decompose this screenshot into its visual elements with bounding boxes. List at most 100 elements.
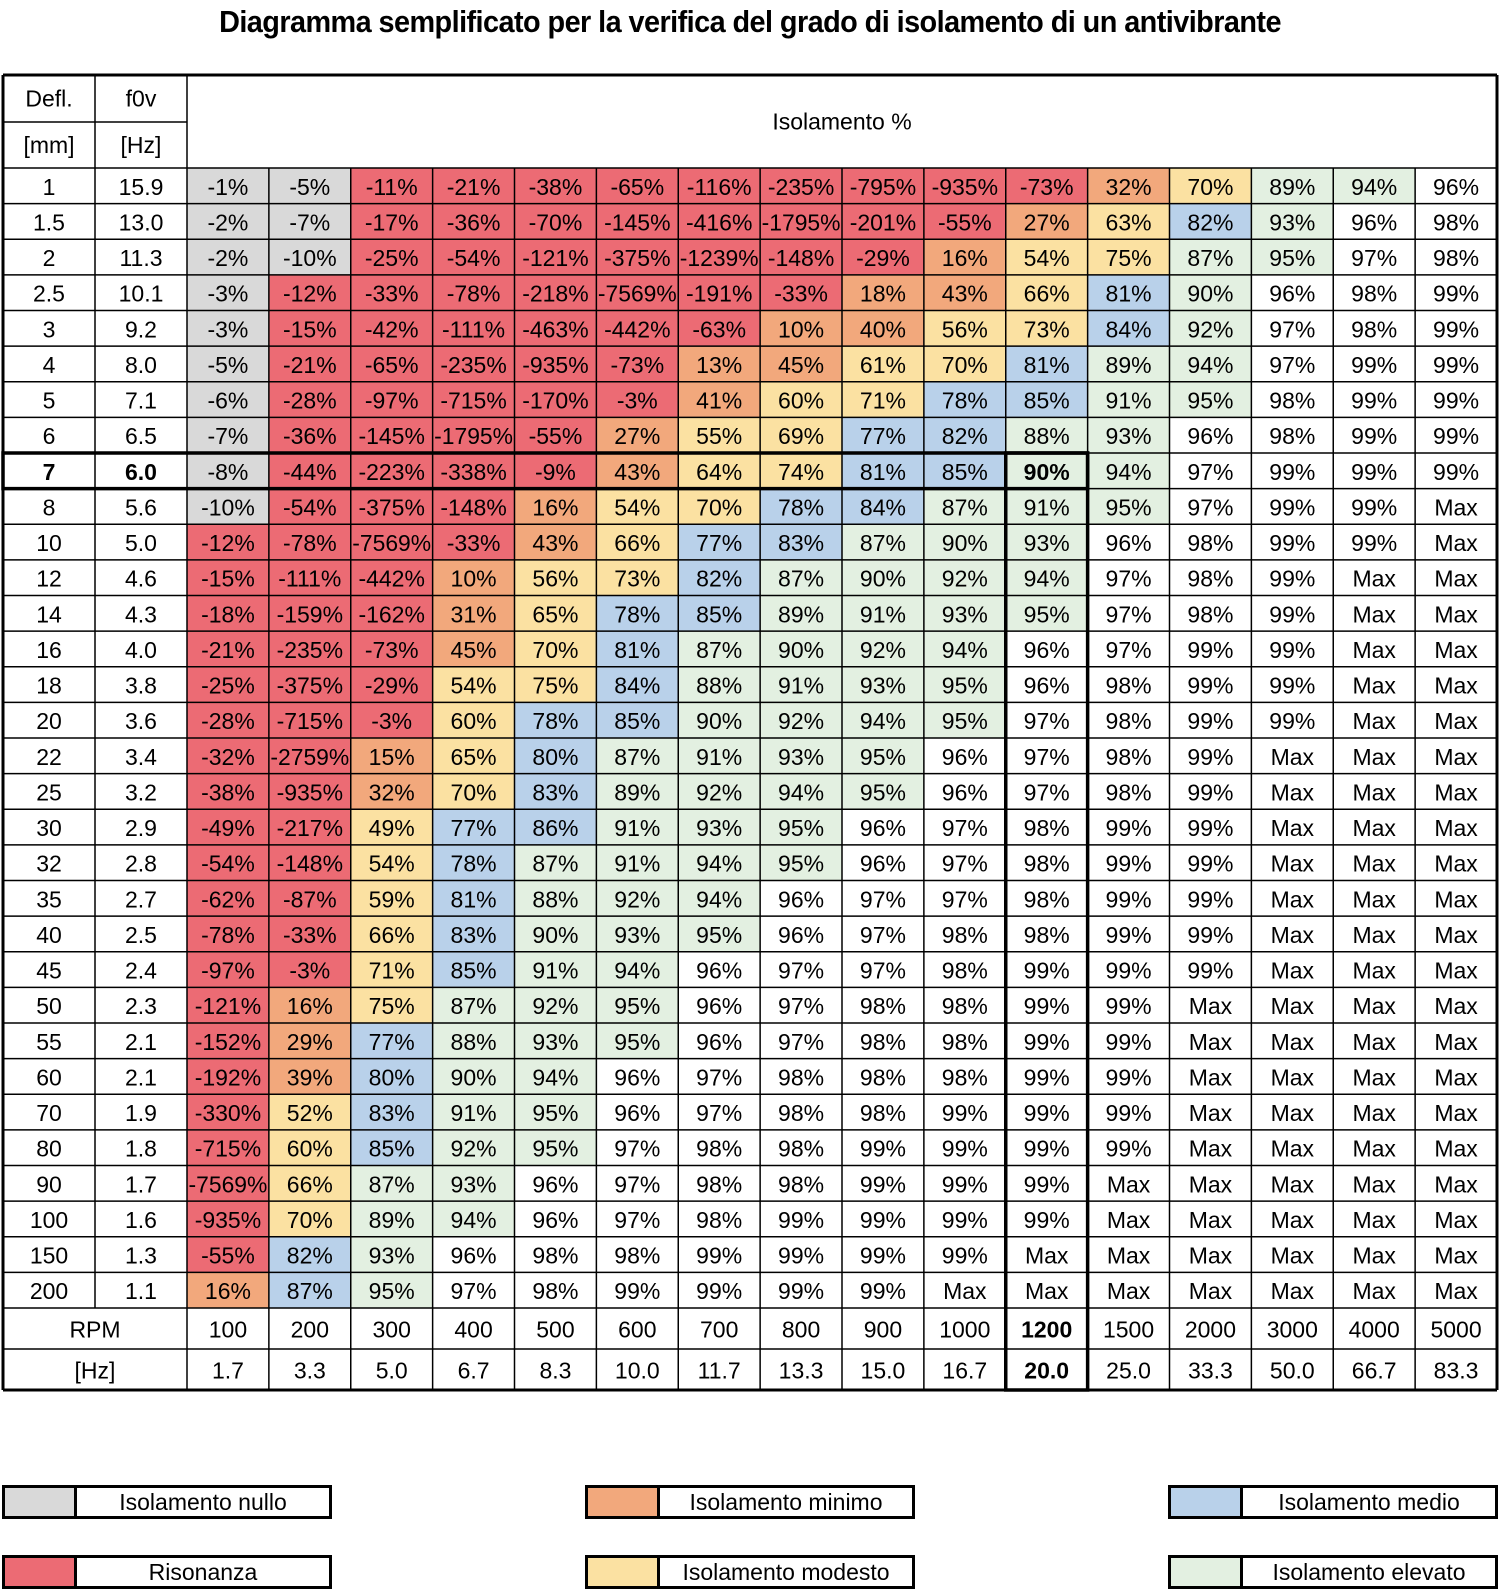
cell-fill — [350, 559, 433, 596]
isolation-value: -235% — [277, 637, 343, 663]
cell-fill — [1005, 381, 1088, 418]
cell-fill — [432, 1023, 515, 1059]
cell-fill — [760, 880, 842, 917]
isolation-value: 98% — [1106, 779, 1152, 805]
isolation-value: 98% — [1024, 851, 1070, 877]
isolation-value: 98% — [1351, 316, 1397, 342]
isolation-value: 95% — [1024, 601, 1070, 627]
cell-fill — [842, 595, 924, 632]
isolation-value: 98% — [942, 922, 988, 948]
cell-fill — [678, 1236, 761, 1273]
cell-fill — [596, 987, 679, 1023]
cell-fill — [1169, 417, 1252, 453]
cell-fill — [596, 844, 679, 881]
cell-fill — [1005, 595, 1088, 632]
header-isolation-label: Isolamento % — [772, 109, 911, 135]
isolation-value: 97% — [860, 886, 906, 912]
isolation-value: 88% — [696, 673, 742, 699]
cell-fill — [514, 310, 597, 347]
cell-fill — [1005, 987, 1088, 1023]
isolation-value: Max — [1271, 1064, 1315, 1090]
cell-fill — [842, 453, 924, 489]
isolation-value: -463% — [522, 316, 588, 342]
isolation-value: 99% — [1269, 530, 1315, 556]
isolation-value: Max — [1434, 1278, 1478, 1304]
cell-fill — [350, 951, 433, 988]
isolation-value: -55% — [938, 209, 992, 235]
cell-fill — [678, 239, 761, 275]
cell-fill — [432, 488, 515, 525]
cell-fill — [268, 844, 351, 881]
cell-fill — [842, 274, 924, 311]
cell-fill — [923, 524, 1006, 560]
cell-fill — [923, 559, 1006, 596]
cell-fill — [1333, 595, 1416, 632]
cell-fill — [1169, 239, 1252, 275]
isolation-value: 90% — [451, 1064, 497, 1090]
isolation-value: 98% — [778, 1064, 824, 1090]
isolation-value: 99% — [1351, 423, 1397, 449]
isolation-value: 97% — [778, 1029, 824, 1055]
isolation-value: 80% — [532, 744, 578, 770]
isolation-value: 91% — [860, 601, 906, 627]
isolation-value: 74% — [778, 459, 824, 485]
isolation-value: -111% — [442, 316, 505, 342]
cell-fill — [514, 773, 597, 810]
isolation-value: 87% — [369, 1171, 415, 1197]
isolation-value: 81% — [860, 459, 906, 485]
cell-fill — [923, 417, 1006, 453]
cell-fill — [923, 1058, 1006, 1095]
isolation-value: 97% — [1269, 316, 1315, 342]
isolation-value: Max — [1352, 744, 1396, 770]
isolation-value: -121% — [195, 993, 261, 1019]
isolation-value: Max — [1434, 744, 1478, 770]
cell-fill — [1087, 417, 1170, 453]
cell-fill — [514, 666, 597, 703]
isolation-value: 99% — [942, 1136, 988, 1162]
cell-fill — [187, 1129, 269, 1166]
cell-fill — [842, 559, 924, 596]
chart-title: Diagramma semplificato per la verifica d… — [219, 4, 1281, 39]
isolation-value: 56% — [942, 316, 988, 342]
cell-fill — [1087, 987, 1170, 1023]
cell-fill — [1169, 381, 1252, 418]
isolation-value: 77% — [696, 530, 742, 556]
isolation-value: 94% — [942, 637, 988, 663]
isolation-value: 73% — [614, 566, 660, 592]
isolation-value: -201% — [850, 209, 916, 235]
legend-swatch-risonanza — [5, 1558, 77, 1586]
cell-fill — [923, 951, 1006, 988]
isolation-value: 87% — [942, 494, 988, 520]
cell-fill — [1333, 1058, 1416, 1095]
cell-fill — [268, 1058, 351, 1095]
cell-fill — [1005, 666, 1088, 703]
isolation-value: 91% — [696, 744, 742, 770]
isolation-value: 92% — [778, 708, 824, 734]
cell-fill — [678, 631, 761, 667]
isolation-value: -25% — [365, 245, 419, 271]
row-deflection-label: 8 — [43, 494, 56, 520]
hz-value: 83.3 — [1434, 1358, 1479, 1384]
isolation-value: 96% — [696, 958, 742, 984]
cell-fill — [432, 773, 515, 810]
cell-fill — [1169, 453, 1252, 489]
isolation-value: -65% — [365, 352, 419, 378]
isolation-value: -121% — [522, 245, 588, 271]
header-f0v-label: f0v — [126, 86, 157, 112]
row-f0v-label: 1.9 — [125, 1100, 157, 1126]
isolation-value: 89% — [1269, 174, 1315, 200]
isolation-value: Max — [1434, 886, 1478, 912]
isolation-value: -7569% — [352, 530, 431, 556]
isolation-value: Max — [1107, 1171, 1151, 1197]
cell-fill — [1005, 1129, 1088, 1166]
isolation-value: 99% — [1269, 566, 1315, 592]
isolation-value: Max — [1025, 1278, 1069, 1304]
isolation-value: 70% — [696, 494, 742, 520]
isolation-value: 90% — [942, 530, 988, 556]
row-deflection-label: 16 — [36, 637, 62, 663]
cell-fill — [432, 310, 515, 347]
cell-fill — [842, 488, 924, 525]
cell-fill — [514, 381, 597, 418]
cell-fill — [1415, 773, 1497, 810]
cell-fill — [1005, 1023, 1088, 1059]
